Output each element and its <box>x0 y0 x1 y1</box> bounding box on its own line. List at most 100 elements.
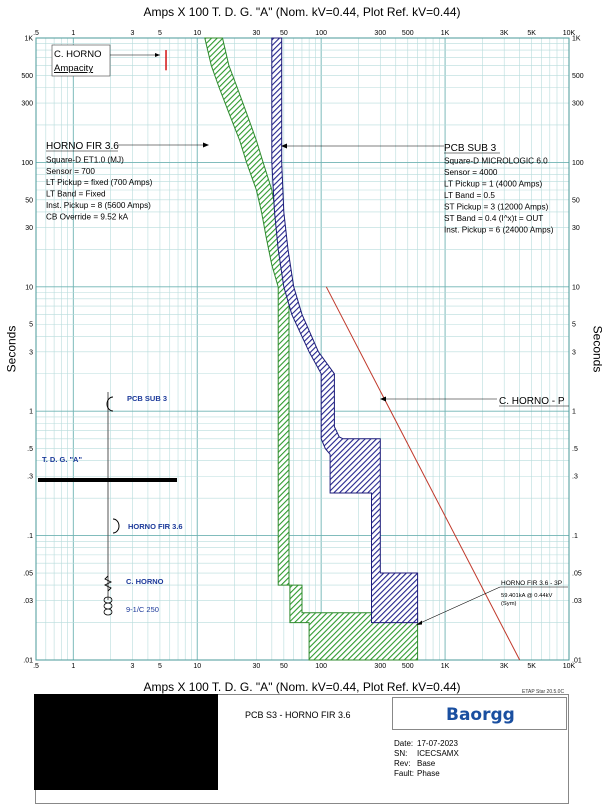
x-tick-label-top: 3 <box>130 30 134 37</box>
one-line-c-horno-label: C. HORNO <box>126 577 164 586</box>
y-tick-label-right: 10 <box>572 284 580 291</box>
meta-fault-key: Fault: <box>394 769 415 778</box>
y-tick-label-left: .05 <box>23 571 33 578</box>
y-tick-label-right: 50 <box>572 197 580 204</box>
pcb-sub-setting: Inst. Pickup = 6 (24000 Amps) <box>444 226 554 235</box>
ampacity-label-box <box>51 44 111 77</box>
ampacity-label-line1: C. HORNO <box>54 49 102 60</box>
x-tick-label-bottom: 30 <box>252 663 260 670</box>
fault-label-value: 59.401kA @ 0.44kV <box>501 593 552 599</box>
chart-title-top: Amps X 100 T. D. G. "A" (Nom. kV=0.44, P… <box>143 5 461 19</box>
fault-arrowhead <box>416 620 422 625</box>
etap-version: ETAP Star 20.5.0C <box>522 689 565 695</box>
x-tick-label-bottom: 1 <box>71 663 75 670</box>
x-tick-label-bottom: 3K <box>500 663 509 670</box>
y-tick-label-left: .3 <box>27 474 33 481</box>
y-tick-label-right: 30 <box>572 225 580 232</box>
horno-fir-title: HORNO FIR 3.6 <box>46 141 119 152</box>
one-line-tdg-label: T. D. G. "A" <box>42 455 82 464</box>
meta-fault: Fault: Phase <box>394 769 440 778</box>
x-tick-label-top: 50 <box>280 30 288 37</box>
x-tick-label-bottom: 10 <box>193 663 201 670</box>
meta-date-key: Date: <box>394 739 414 748</box>
x-tick-label-top: 30 <box>252 30 260 37</box>
horno-fir-setting: CB Override = 9.52 kA <box>46 212 129 221</box>
pcb-sub-arrowhead <box>281 143 287 149</box>
ampacity-label-line2: Ampacity <box>54 63 93 74</box>
x-tick-label-bottom: 300 <box>374 663 386 670</box>
meta-date: Date: 17-07-2023 <box>394 739 458 748</box>
y-tick-label-left: .1 <box>27 533 33 540</box>
x-tick-label-bottom: 5K <box>527 663 536 670</box>
tdg-bus-bar <box>38 478 177 482</box>
y-tick-label-right: 3 <box>572 349 576 356</box>
x-tick-label-bottom: 500 <box>402 663 414 670</box>
cable-symbol <box>103 596 113 616</box>
y-tick-label-right: 500 <box>572 73 584 80</box>
x-tick-label-bottom: 3 <box>130 663 134 670</box>
x-tick-label-top: 1 <box>71 30 75 37</box>
pcb-sub-setting: Sensor = 4000 <box>444 168 498 177</box>
horno-fir-setting: Sensor = 700 <box>46 167 95 176</box>
x-tick-label-top: 10 <box>193 30 201 37</box>
y-tick-label-left: 1 <box>29 409 33 416</box>
horno-fir-arrowhead <box>203 142 209 148</box>
redacted-block <box>34 694 218 790</box>
x-tick-label-top: 100 <box>315 30 327 37</box>
project-title: PCB S3 - HORNO FIR 3.6 <box>245 710 351 720</box>
pcb-sub-band <box>271 37 419 624</box>
meta-fault-value: Phase <box>417 769 440 778</box>
y-tick-label-right: 1K <box>572 36 581 43</box>
x-tick-label-bottom: .5 <box>33 663 39 670</box>
meta-rev-value: Base <box>417 759 436 768</box>
pcb-sub-setting: LT Band = 0.5 <box>444 191 495 200</box>
horno-fir-band <box>204 37 419 661</box>
x-tick-label-bottom: 5 <box>158 663 162 670</box>
y-tick-label-left: .5 <box>27 446 33 453</box>
fault-leader <box>417 586 501 625</box>
y-tick-label-right: .03 <box>572 598 582 605</box>
pcb-sub-setting: Square-D MICROLOGIC 6.0 <box>444 157 548 166</box>
meta-sn-value: ICECSAMX <box>417 749 459 758</box>
y-tick-label-left: .03 <box>23 598 33 605</box>
y-tick-label-left: 300 <box>21 101 33 108</box>
y-tick-label-left: 3 <box>29 349 33 356</box>
y-tick-label-right: 1 <box>572 409 576 416</box>
x-tick-label-bottom: 50 <box>280 663 288 670</box>
horno-fir-setting: Inst. Pickup = 8 (5600 Amps) <box>46 201 151 210</box>
horno-fir-breaker-symbol <box>112 518 120 534</box>
pcb-sub-breaker-symbol <box>106 396 114 412</box>
pcb-sub-setting: ST Band = 0.4 (I^x)t = OUT <box>444 214 543 223</box>
y-tick-label-left: 100 <box>21 160 33 167</box>
y-tick-label-right: 5 <box>572 322 576 329</box>
x-tick-label-top: 10K <box>563 30 576 37</box>
one-line-pcb-sub-label: PCB SUB 3 <box>127 394 167 403</box>
y-tick-label-right: .01 <box>572 658 582 665</box>
y-tick-label-left: .01 <box>23 658 33 665</box>
c-horno-p-label: C. HORNO - P <box>499 396 565 407</box>
ampacity-arrowhead <box>155 53 160 57</box>
x-tick-label-top: 500 <box>402 30 414 37</box>
y-tick-label-right: .05 <box>572 571 582 578</box>
meta-sn-key: SN: <box>394 749 408 758</box>
pcb-sub-title: PCB SUB 3 <box>444 143 497 154</box>
c-horno-p-line <box>325 286 521 661</box>
x-tick-label-top: 5 <box>158 30 162 37</box>
meta-sn: SN: ICECSAMX <box>394 749 459 758</box>
y-tick-label-left: 50 <box>25 197 33 204</box>
y-tick-label-left: 10 <box>25 284 33 291</box>
meta-rev-key: Rev: <box>394 759 411 768</box>
y-tick-label-left: 30 <box>25 225 33 232</box>
pcb-sub-setting: ST Pickup = 3 (12000 Amps) <box>444 203 549 212</box>
y-tick-label-right: .5 <box>572 446 578 453</box>
one-line-horno-fir-label: HORNO FIR 3.6 <box>128 522 183 531</box>
plot-area <box>36 38 569 660</box>
company-logo: Baorgg <box>446 705 515 725</box>
load-symbol <box>103 575 113 592</box>
meta-date-value: 17-07-2023 <box>417 739 458 748</box>
pcb-sub-setting: LT Pickup = 1 (4000 Amps) <box>444 180 542 189</box>
meta-rev: Rev: Base <box>394 759 435 768</box>
one-line-diagram <box>38 392 177 616</box>
fault-label-title: HORNO FIR 3.6 - 3P <box>501 580 562 587</box>
